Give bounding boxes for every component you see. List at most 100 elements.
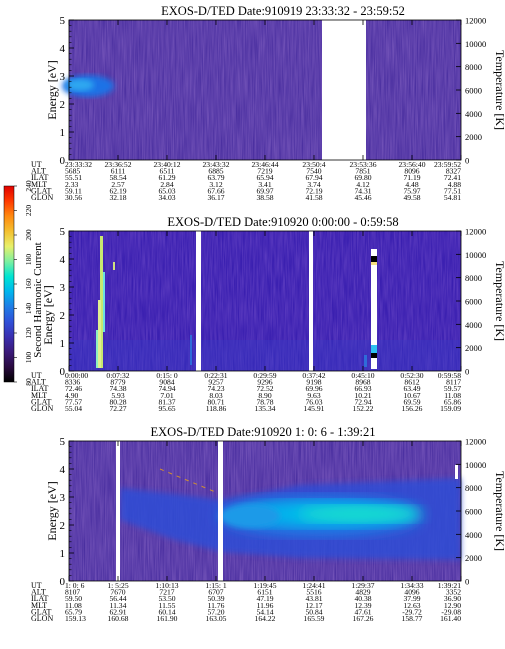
energy-tick-label: 4 [60, 254, 66, 266]
orbit-value: 6111 [111, 167, 126, 176]
orbit-value: 165.59 [304, 614, 325, 623]
temperature-tick-label: 8000 [465, 273, 482, 283]
orbit-value: 9198 [306, 378, 321, 387]
panel-2-ylabel-left: Energy [eV] [41, 285, 55, 344]
orbit-value: 55.51 [65, 173, 82, 182]
orbit-value: 161.90 [157, 614, 178, 623]
orbit-value: 10.21 [354, 391, 371, 400]
energy-tick-label: 5 [60, 436, 66, 448]
orbit-value: 72.94 [354, 397, 371, 406]
orbit-value: 0:29:59 [253, 371, 276, 380]
orbit-value: 40.38 [354, 594, 371, 603]
orbit-value: 11.08 [65, 601, 82, 610]
energy-tick-label: 2 [60, 520, 66, 532]
orbit-value: 2.57 [111, 180, 124, 189]
orbit-value: 74.94 [158, 384, 175, 393]
orbit-value: 23:53:36 [349, 160, 376, 169]
orbit-value: 1:34:33 [400, 581, 423, 590]
orbit-value: 1: 5:25 [107, 581, 129, 590]
orbit-value: 65.86 [444, 397, 461, 406]
orbit-value: 145.91 [304, 404, 325, 413]
temperature-tick-label: 6000 [465, 297, 482, 307]
temperature-tick-label: 8000 [465, 62, 482, 72]
orbit-value: 80.71 [207, 397, 224, 406]
orbit-value: 4.90 [65, 391, 78, 400]
colorbar-tick-label: 80 [24, 378, 33, 386]
orbit-value: 69.59 [403, 397, 420, 406]
temperature-tick-label: 6000 [465, 507, 482, 517]
orbit-row-name: GLON [31, 614, 53, 623]
orbit-value: 74.38 [109, 384, 126, 393]
orbit-value: -29.08 [441, 607, 461, 616]
panel-3: EXOS-D/TED Date:910920 1: 0: 6 - 1:39:21… [31, 425, 505, 623]
panel-2-energy-axis: 0 1 2 3 4 5 [60, 226, 74, 378]
orbit-value: 1:10:13 [155, 581, 178, 590]
temperature-tick-label: 6000 [465, 86, 482, 96]
energy-tick-label: 0 [60, 155, 66, 167]
orbit-value: 69.97 [256, 186, 273, 195]
orbit-value: 69.80 [354, 173, 371, 182]
orbit-row-name: ILAT [31, 173, 48, 182]
temperature-tick-label: 12000 [465, 16, 486, 26]
panel-3-orbit-table: UT 1: 0: 6 1: 5:25 1:10:13 1:15: 1 1:19:45 1:2… [31, 581, 461, 623]
orbit-row-name: UT [31, 371, 42, 380]
orbit-value: 49.58 [403, 193, 420, 202]
orbit-value: 161.40 [440, 614, 461, 623]
orbit-value: 12.90 [444, 601, 461, 610]
energy-tick-label: 4 [60, 43, 66, 55]
orbit-value: 118.86 [206, 404, 227, 413]
orbit-value: 7.01 [160, 391, 173, 400]
panel-1-ylabel-right: Temperature [K] [493, 50, 505, 130]
orbit-value: 1:29:37 [351, 581, 374, 590]
orbit-value: 36.17 [207, 193, 224, 202]
orbit-value: 11.08 [444, 391, 461, 400]
orbit-value: 8327 [446, 167, 461, 176]
orbit-value: 78.78 [256, 397, 273, 406]
panel-2-title: EXOS-D/TED Date:910920 0:00:00 - 0:59:58 [167, 215, 398, 229]
orbit-value: 69.96 [305, 384, 322, 393]
orbit-value: 23:36:52 [104, 160, 131, 169]
orbit-value: 12.63 [403, 601, 420, 610]
orbit-value: 1:24:41 [302, 581, 325, 590]
energy-tick-label: 2 [60, 310, 66, 322]
panel-3-spectrogram [68, 440, 462, 582]
orbit-row-name: MLT [31, 180, 47, 189]
panel-2-spectrogram [68, 230, 462, 372]
orbit-value: 4.12 [356, 180, 369, 189]
orbit-value: 72.19 [305, 186, 322, 195]
orbit-value: 8968 [355, 378, 370, 387]
energy-tick-label: 3 [60, 282, 66, 294]
orbit-value: 72.52 [256, 384, 273, 393]
orbit-value: 159.13 [65, 614, 86, 623]
orbit-value: 71.19 [403, 173, 420, 182]
orbit-value: 75.97 [403, 186, 420, 195]
orbit-value: 47.61 [354, 607, 371, 616]
orbit-value: 2.84 [160, 180, 173, 189]
orbit-value: 10.67 [403, 391, 420, 400]
orbit-row-name: GLAT [31, 397, 52, 406]
orbit-value: 160.68 [108, 614, 129, 623]
temperature-tick-label: 0 [465, 156, 469, 166]
orbit-value: 8096 [404, 167, 419, 176]
energy-tick-label: 2 [60, 99, 66, 111]
orbit-value: 77.57 [65, 397, 82, 406]
orbit-value: 74.23 [207, 384, 224, 393]
temperature-tick-label: 12000 [465, 437, 486, 447]
orbit-value: 8779 [110, 378, 125, 387]
orbit-value: 9.63 [307, 391, 320, 400]
panel-1-spectrogram [62, 19, 462, 161]
orbit-value: 8107 [65, 588, 80, 597]
temperature-tick-label: 4000 [465, 109, 482, 119]
orbit-value: 9257 [208, 378, 223, 387]
orbit-value: 11.55 [159, 601, 176, 610]
orbit-value: 23:50:4 [302, 160, 325, 169]
panel-1-title: EXOS-D/TED Date:910919 23:33:32 - 23:59:… [161, 4, 405, 18]
orbit-value: 9296 [257, 378, 272, 387]
colorbar-label: Second Harmonic Current [32, 242, 44, 357]
orbit-value: 62.91 [109, 607, 126, 616]
orbit-value: 4.88 [448, 180, 461, 189]
orbit-value: 7219 [257, 167, 272, 176]
temperature-tick-label: 2000 [465, 553, 482, 563]
orbit-value: 1: 0: 6 [65, 581, 85, 590]
orbit-value: 8.03 [209, 391, 222, 400]
